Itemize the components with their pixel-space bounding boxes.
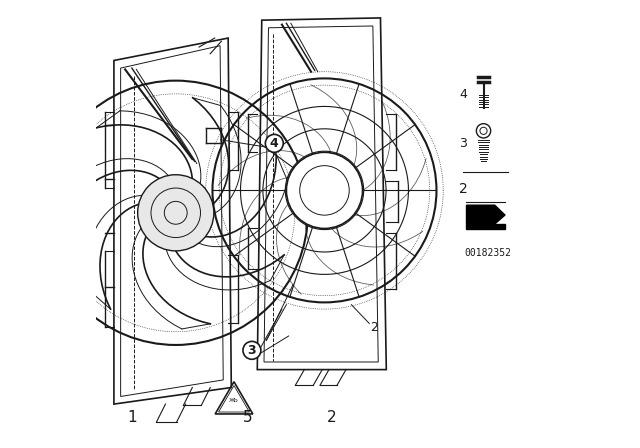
- Text: ЖЬ: ЖЬ: [229, 398, 239, 404]
- Text: 4: 4: [460, 87, 467, 101]
- Text: 2: 2: [370, 320, 378, 334]
- Bar: [467, 224, 505, 229]
- Text: 3: 3: [460, 137, 467, 150]
- Text: 1: 1: [127, 410, 137, 425]
- Circle shape: [138, 175, 214, 251]
- Circle shape: [287, 152, 362, 228]
- Circle shape: [266, 134, 284, 152]
- Text: 00182352: 00182352: [465, 248, 511, 258]
- Text: 2: 2: [459, 182, 468, 196]
- Polygon shape: [467, 205, 505, 224]
- Circle shape: [243, 341, 261, 359]
- Text: 4: 4: [270, 137, 278, 150]
- Text: 3: 3: [248, 344, 256, 357]
- Text: 5: 5: [243, 410, 252, 425]
- Text: 2: 2: [326, 410, 336, 425]
